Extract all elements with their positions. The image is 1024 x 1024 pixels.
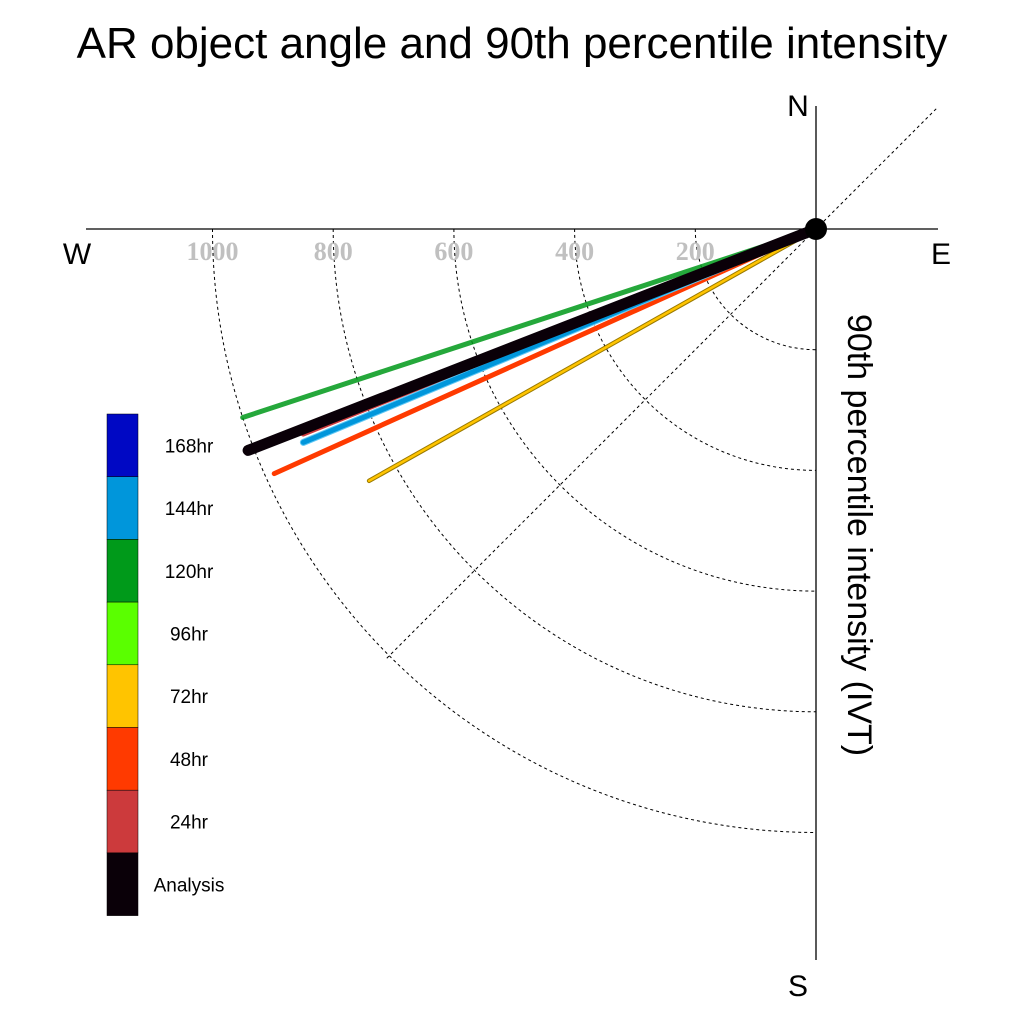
legend-swatch	[106, 601, 139, 666]
legend-label: 96hr	[170, 624, 209, 645]
legend-label: 144hr	[165, 499, 214, 520]
east-label: E	[931, 238, 951, 271]
series-line-analysis	[242, 223, 822, 456]
legend-label: 72hr	[170, 687, 209, 708]
north-label: N	[787, 90, 809, 123]
legend-swatch	[106, 476, 139, 540]
radial-tick-label: 200	[676, 237, 715, 266]
radial-tick-label: 600	[434, 237, 473, 266]
compass-axes	[86, 106, 938, 960]
radial-axis-label: 90th percentile intensity (IVT)	[840, 314, 878, 756]
radial-tick-labels: 200 400 600 800 1000	[187, 237, 715, 266]
range-rings	[212, 107, 938, 833]
origin-dot	[805, 218, 827, 240]
series-lines	[240, 218, 827, 484]
legend-label: 168hr	[165, 436, 214, 457]
radial-tick-label: 1000	[187, 237, 239, 266]
legend-swatch	[106, 664, 139, 728]
diagonal-guide	[386, 107, 938, 659]
legend-label: 48hr	[170, 750, 209, 771]
range-ring	[332, 228, 817, 713]
range-ring	[212, 228, 817, 833]
radial-tick-label: 800	[314, 237, 353, 266]
legend-swatch	[106, 852, 139, 916]
legend-swatch	[106, 789, 139, 854]
legend-label: 24hr	[170, 813, 209, 834]
range-ring	[453, 228, 817, 592]
series-line-72hr	[367, 227, 818, 483]
chart-title: AR object angle and 90th percentile inte…	[77, 19, 948, 68]
legend: 168hr 144hr 120hr 96hr 72hr 48hr 24hr Analysis	[106, 413, 225, 916]
legend-swatch	[106, 727, 139, 791]
west-label: W	[63, 238, 92, 271]
range-ring	[574, 228, 817, 471]
range-ring	[694, 228, 817, 351]
legend-label: Analysis	[154, 875, 225, 896]
radial-tick-label: 400	[555, 237, 594, 266]
legend-label: 120hr	[165, 562, 214, 583]
south-label: S	[788, 970, 808, 1003]
legend-swatch	[106, 413, 139, 477]
legend-swatch	[106, 539, 139, 603]
